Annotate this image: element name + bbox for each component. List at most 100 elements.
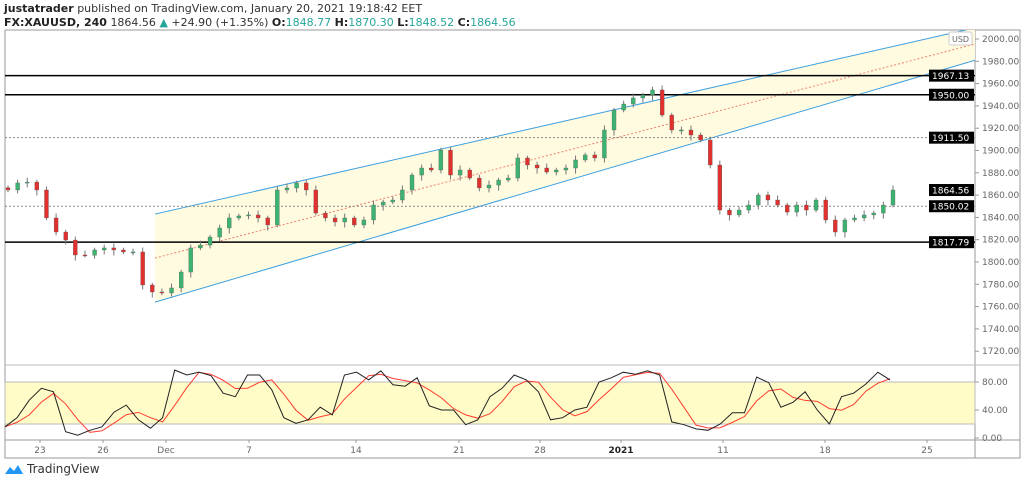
candle-down — [592, 154, 597, 159]
candle-down — [775, 199, 780, 206]
tradingview-cloud-icon — [5, 465, 23, 474]
candle-up — [198, 244, 203, 249]
candle-up — [236, 215, 242, 219]
candle-down — [111, 247, 116, 251]
candle-up — [515, 157, 520, 179]
candle-down — [44, 189, 49, 219]
candle-down — [688, 129, 694, 136]
candle-down — [34, 181, 40, 191]
high-label: H: — [334, 16, 349, 29]
candle-down — [833, 219, 838, 233]
candle-up — [342, 217, 347, 223]
candle-up — [583, 154, 588, 161]
candle-up — [246, 214, 251, 217]
price-tick-label: 1780.00 — [982, 280, 1019, 290]
candle-up — [207, 236, 213, 246]
price-tick-label: 1900.00 — [982, 147, 1019, 157]
low-label: L: — [397, 16, 409, 29]
publisher-name[interactable]: justatrader — [4, 2, 74, 15]
candle-up — [794, 204, 799, 213]
candle-down — [467, 169, 472, 179]
price-tick-label: 1820.00 — [982, 236, 1019, 246]
candle-up — [602, 129, 607, 159]
candle-up — [842, 219, 848, 233]
candle-up — [169, 287, 174, 294]
main-pane — [5, 30, 975, 303]
low-value: 1848.52 — [408, 16, 455, 29]
stochastic-tick-label: 40.00 — [982, 406, 1008, 416]
open-label: O: — [271, 16, 286, 29]
candle-up — [390, 199, 395, 203]
candle-down — [477, 177, 482, 189]
candle-up — [92, 249, 97, 256]
channel-fill — [155, 30, 975, 303]
candle-up — [227, 217, 232, 229]
price-label: 1911.50 — [932, 134, 969, 144]
candle-down — [717, 164, 722, 211]
high-value: 1870.30 — [348, 16, 394, 29]
price-tick-label: 1800.00 — [982, 258, 1019, 268]
candle-up — [371, 204, 376, 221]
time-tick-label: 18 — [819, 446, 831, 456]
channel-median-line — [154, 43, 975, 259]
time-tick-label: 7 — [246, 446, 252, 456]
candle-down — [313, 189, 318, 214]
candle-up — [813, 199, 819, 211]
candle-up — [621, 103, 626, 111]
published-text: published on TradingView.com, January 20… — [77, 2, 423, 15]
candle-up — [284, 187, 290, 191]
price-tick-label: 1840.00 — [982, 213, 1019, 223]
price-label: 1850.02 — [932, 203, 969, 213]
price-label-box — [929, 69, 974, 82]
candle-down — [448, 149, 453, 176]
candle-up — [871, 212, 876, 216]
brand-name: TradingView — [27, 462, 100, 476]
candle-up — [381, 201, 386, 206]
price-label: 1817.79 — [932, 239, 969, 249]
price-tick-label: 1740.00 — [982, 325, 1019, 335]
tradingview-logo[interactable]: TradingView — [4, 462, 100, 476]
price-label: 1967.13 — [932, 72, 969, 82]
candle-up — [736, 209, 742, 216]
price-tick-label: 1720.00 — [982, 347, 1019, 357]
candle-down — [804, 204, 809, 211]
candle-down — [698, 134, 703, 141]
candle-down — [823, 199, 828, 221]
candle-down — [765, 194, 771, 201]
candle-down — [73, 239, 78, 256]
price-label-box — [929, 200, 974, 213]
candle-up — [179, 271, 184, 289]
symbol-legend: FX:XAUUSD, 240 1864.56 ▲ +24.90 (+1.35%)… — [4, 16, 516, 29]
candle-down — [525, 157, 530, 166]
price-label-box — [929, 184, 974, 197]
candle-up — [217, 227, 222, 238]
candle-down — [5, 187, 11, 191]
price-label: 1950.00 — [932, 91, 969, 101]
candle-down — [534, 164, 540, 169]
candle-down — [150, 284, 155, 293]
candle-down — [265, 217, 270, 226]
candle-up — [890, 189, 896, 206]
time-tick-label: 21 — [453, 446, 464, 456]
candle-up — [419, 167, 424, 176]
candle-up — [400, 189, 405, 201]
candle-up — [130, 251, 136, 254]
triangle-up-icon: ▲ — [159, 16, 168, 29]
currency-label: USD — [952, 35, 969, 44]
open-value: 1848.77 — [285, 16, 332, 29]
candle-down — [304, 182, 309, 191]
candle-down — [544, 167, 549, 173]
time-tick-label: 26 — [97, 446, 109, 456]
candle-down — [659, 89, 665, 116]
chart-frame — [4, 29, 1021, 459]
price-tick-label: 1880.00 — [982, 169, 1019, 179]
candle-up — [573, 159, 578, 169]
candle-down — [53, 217, 59, 233]
candle-up — [15, 182, 20, 191]
candle-up — [102, 247, 107, 251]
price-label-box — [929, 236, 974, 249]
candle-up — [756, 194, 761, 206]
candle-up — [506, 177, 511, 181]
price-change: +24.90 (+1.35%) — [171, 16, 269, 29]
